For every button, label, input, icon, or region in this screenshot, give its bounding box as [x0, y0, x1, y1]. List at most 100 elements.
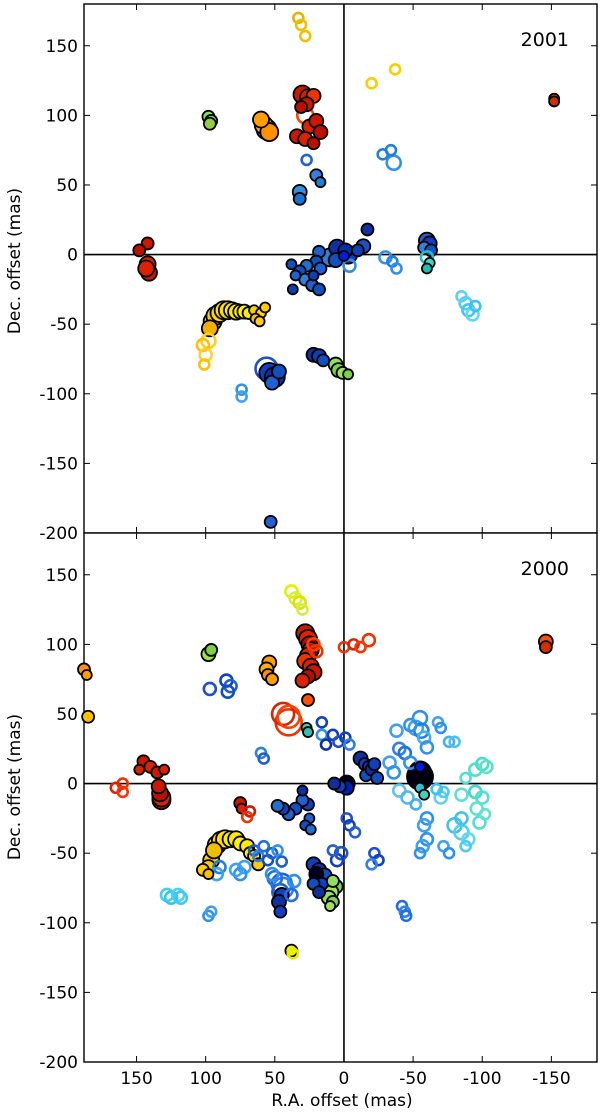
data-point — [454, 787, 469, 803]
data-point — [300, 153, 313, 167]
y-tick-label: 50 — [56, 176, 78, 196]
x-tick-label: 100 — [189, 1069, 221, 1089]
y-tick-label: -150 — [39, 983, 78, 1003]
data-point — [270, 798, 285, 813]
data-point — [413, 846, 427, 860]
data-point — [228, 862, 244, 878]
data-point — [448, 735, 461, 749]
data-point — [235, 383, 248, 396]
data-point — [434, 721, 448, 735]
data-point — [158, 763, 171, 776]
data-point — [292, 595, 308, 610]
y-tick-label: 150 — [46, 37, 78, 57]
data-point — [81, 709, 96, 724]
data-point — [232, 866, 248, 882]
data-point — [538, 640, 553, 655]
data-point — [271, 363, 287, 380]
data-point — [461, 831, 476, 847]
data-point — [390, 262, 403, 275]
data-point — [306, 637, 321, 652]
data-point — [319, 738, 333, 751]
data-point — [304, 823, 317, 836]
data-point — [296, 603, 309, 616]
data-point — [288, 591, 303, 606]
data-point — [257, 839, 271, 853]
data-point — [465, 307, 480, 322]
data-point — [327, 776, 342, 791]
data-point — [306, 136, 321, 151]
data-point — [414, 760, 426, 773]
data-point — [350, 243, 365, 258]
data-point — [314, 176, 327, 189]
x-tick-label: 0 — [339, 1069, 350, 1089]
panel-title: 2001 — [521, 29, 569, 51]
data-point — [316, 353, 331, 368]
data-point — [459, 839, 472, 853]
data-point — [548, 95, 561, 108]
panel-2001: 150 100 50 0 -50 -100 -150 -200 2001 — [39, 3, 598, 544]
y-axis-label-bottom: Dec. offset (mas) — [5, 714, 25, 860]
data-point — [204, 643, 219, 657]
data-point — [421, 262, 433, 275]
data-point — [325, 874, 340, 888]
data-point — [253, 315, 266, 328]
data-point — [163, 890, 179, 906]
data-point — [285, 258, 298, 271]
data-point — [342, 258, 357, 274]
data-point — [455, 290, 468, 303]
data-point — [415, 838, 431, 854]
data-point — [370, 771, 385, 785]
data-point — [469, 299, 482, 313]
data-point — [367, 757, 382, 771]
data-point — [348, 826, 362, 839]
data-point — [276, 704, 301, 730]
data-point — [264, 866, 280, 882]
x-tick-label: -50 — [399, 1069, 427, 1089]
x-tick-label: 150 — [120, 1069, 152, 1089]
data-point — [416, 730, 432, 745]
y-tick-label: 0 — [67, 246, 78, 266]
data-point — [389, 723, 404, 738]
data-point — [289, 269, 302, 282]
data-point — [437, 785, 450, 799]
data-point — [309, 644, 324, 659]
plot-frame — [83, 3, 598, 534]
data-point — [340, 812, 354, 825]
data-point — [354, 640, 367, 654]
panel-2000: 150 100 50 0 -50 -100 -150 -200 150 100 50 0 -50 -100… — [39, 532, 598, 1089]
y-tick-label: -100 — [39, 385, 78, 405]
y-tick-label: -50 — [50, 315, 78, 335]
data-point — [197, 358, 211, 371]
data-point — [273, 904, 288, 919]
data-point — [150, 778, 167, 795]
data-point — [204, 905, 218, 918]
data-point — [173, 890, 189, 906]
y-axis-label-top: Dec. offset (mas) — [5, 188, 25, 334]
data-point — [430, 782, 443, 796]
data-point — [418, 788, 431, 801]
data-point — [312, 124, 329, 140]
x-tick-label: 50 — [264, 1069, 286, 1089]
data-point — [307, 269, 320, 282]
data-point — [419, 811, 435, 826]
data-point — [384, 143, 398, 157]
data-point — [454, 811, 469, 826]
data-point — [294, 100, 308, 114]
data-point — [416, 818, 432, 833]
data-point — [202, 868, 215, 880]
x-tick-label: -150 — [532, 1069, 571, 1089]
data-point — [324, 900, 337, 912]
y-tick-label: -200 — [39, 524, 78, 544]
data-point — [411, 709, 429, 727]
data-point — [409, 798, 423, 811]
data-point — [459, 771, 472, 785]
data-point — [403, 717, 418, 733]
y-tick-label: 100 — [46, 106, 78, 126]
data-point — [292, 191, 307, 206]
data-point — [391, 783, 407, 798]
data-point — [202, 116, 217, 131]
data-point — [252, 110, 270, 129]
y-tick-label: 150 — [46, 566, 78, 586]
y-tick-label: -50 — [50, 844, 78, 864]
data-point — [286, 873, 302, 889]
